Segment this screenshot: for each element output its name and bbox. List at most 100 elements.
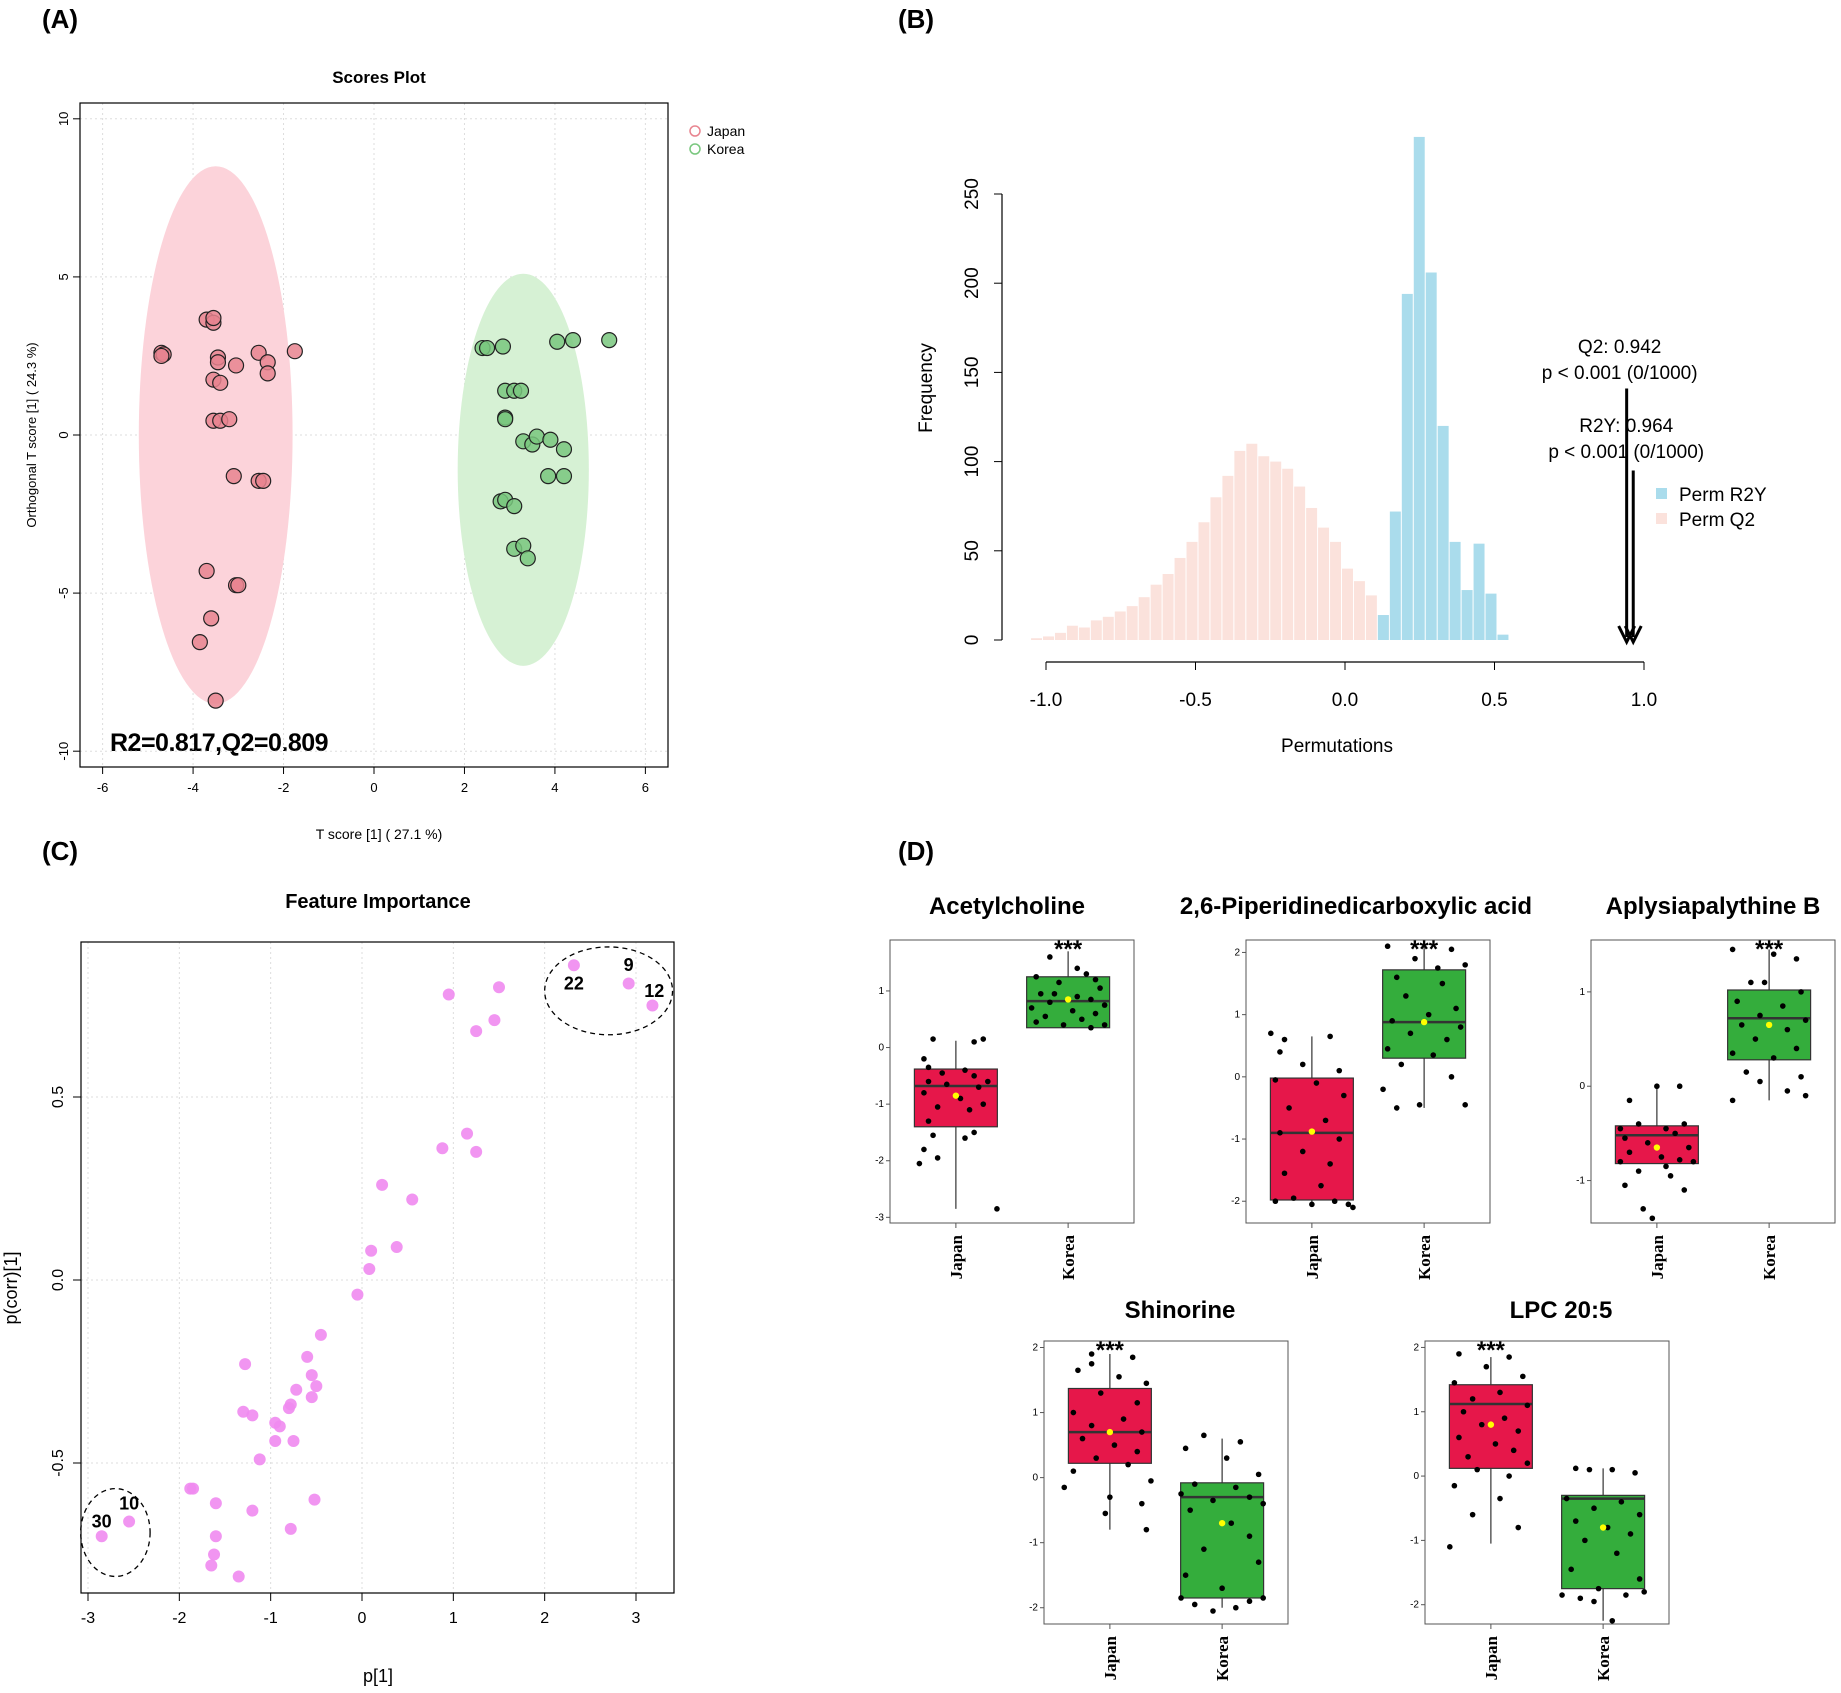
feature-ytick-label: -0.5 xyxy=(50,1449,67,1477)
boxplot-ytick-label: 1 xyxy=(878,986,884,997)
boxplot-category-label: Japan xyxy=(947,1234,966,1279)
feature-point xyxy=(290,1383,303,1396)
boxplot-point-japan xyxy=(1299,1148,1306,1155)
scores-ytick-label: -10 xyxy=(56,742,71,761)
scores-ytick-label: -5 xyxy=(56,587,71,599)
boxplot-title: Acetylcholine xyxy=(929,893,1085,920)
boxplot-point-japan xyxy=(985,1078,991,1085)
boxplot-point-japan xyxy=(1460,1408,1467,1415)
boxplot-point-korea xyxy=(1448,1074,1455,1080)
boxplot-point-japan xyxy=(1088,1422,1095,1429)
feature-point xyxy=(232,1570,245,1583)
boxplot-point-korea xyxy=(1729,946,1736,953)
boxplot-point-korea xyxy=(1246,1598,1253,1605)
histogram-bar-perm-q2 xyxy=(1174,557,1186,640)
boxplot-ytick-label: 1 xyxy=(1032,1408,1038,1419)
boxplot-point-japan xyxy=(1120,1416,1127,1422)
boxplot-point-korea xyxy=(1389,1018,1395,1024)
boxplot-ytick-label: -2 xyxy=(1410,1600,1419,1611)
boxplot-point-japan xyxy=(1469,1511,1476,1518)
boxplot-category-label: Japan xyxy=(1648,1234,1667,1279)
boxplot-category-label: Korea xyxy=(1594,1636,1613,1682)
confidence-ellipse-korea xyxy=(457,273,589,666)
boxplot-point-japan xyxy=(1686,1144,1692,1151)
boxplot-point-korea xyxy=(1028,1005,1035,1011)
boxplot-point-japan xyxy=(1654,1083,1660,1090)
boxplot-point-korea xyxy=(1802,1092,1809,1099)
feature-ylabel: p(corr)[1] xyxy=(1,1251,21,1324)
boxplot-ytick-label: 2 xyxy=(1032,1343,1038,1354)
boxplot-point-japan xyxy=(1520,1373,1526,1380)
boxplot-point-korea xyxy=(1559,1592,1565,1598)
score-point-japan xyxy=(209,354,227,371)
perm-annotation-title: R2Y: 0.964 xyxy=(1579,416,1673,437)
feature-point xyxy=(239,1358,252,1371)
feature-point xyxy=(622,977,635,990)
boxplot-point-japan xyxy=(1474,1466,1480,1473)
boxplot-point-japan xyxy=(1318,1182,1324,1189)
panel-label-a: (A) xyxy=(42,4,78,34)
boxplot-point-korea xyxy=(1069,1007,1076,1014)
score-point-korea xyxy=(519,550,536,567)
perm-annotation-pvalue: p < 0.001 (0/1000) xyxy=(1548,442,1704,463)
feature-xtick-label: -2 xyxy=(172,1610,186,1627)
feature-point-label: 30 xyxy=(92,1512,112,1532)
boxplot-point-japan xyxy=(1644,1140,1651,1146)
boxplot-point-japan xyxy=(1277,1049,1283,1055)
boxplot-point-japan xyxy=(925,1118,932,1124)
score-point-japan xyxy=(255,472,272,489)
boxplot-point-japan xyxy=(1690,1158,1697,1165)
boxplot-category-label: Korea xyxy=(1059,1235,1078,1281)
boxplot-point-korea xyxy=(1572,1465,1579,1472)
boxplot-point-korea xyxy=(1260,1500,1266,1507)
panel-label-b: (B) xyxy=(898,4,934,34)
boxplot-point-japan xyxy=(930,1132,936,1139)
score-point-korea xyxy=(555,468,573,485)
histogram-bar-perm-r2y xyxy=(1449,541,1461,640)
boxplot-point-japan xyxy=(1524,1402,1531,1409)
boxplot-point-korea xyxy=(1187,1507,1193,1513)
boxplot-point-korea xyxy=(1201,1432,1207,1439)
boxplot-point-japan xyxy=(925,1064,932,1071)
boxplot-point-korea xyxy=(1780,1003,1786,1009)
boxplot-category-label: Korea xyxy=(1415,1235,1434,1281)
boxplot-ytick-label: 2 xyxy=(1234,947,1240,958)
boxplot-point-japan xyxy=(1309,1201,1315,1208)
score-point-japan xyxy=(207,692,224,709)
boxplot-point-japan xyxy=(1626,1149,1633,1156)
boxplot-point-japan xyxy=(1483,1363,1490,1370)
boxplot-point-korea xyxy=(1384,943,1391,950)
perm-annotation-title: Q2: 0.942 xyxy=(1578,337,1661,358)
boxplot-point-korea xyxy=(1260,1595,1266,1601)
score-point-japan xyxy=(259,365,276,382)
boxplot-ytick-label: 1 xyxy=(1579,987,1585,998)
boxplot-point-korea xyxy=(1439,980,1446,987)
histogram-bar-perm-r2y xyxy=(1389,511,1401,640)
boxplot-point-japan xyxy=(1447,1544,1453,1550)
boxplot-point-korea xyxy=(1636,1511,1643,1518)
boxplot-point-korea xyxy=(1246,1494,1253,1500)
boxplot-point-korea xyxy=(1563,1495,1570,1502)
boxplot-point-japan xyxy=(1501,1415,1508,1421)
boxplot-point-korea xyxy=(1770,951,1777,957)
boxplot-point-korea xyxy=(1223,1455,1230,1461)
boxplot-point-japan xyxy=(1070,1468,1077,1474)
score-point-japan xyxy=(191,634,208,651)
histogram-bar-perm-q2 xyxy=(1198,522,1210,640)
boxplot-point-japan xyxy=(1672,1130,1678,1137)
feature-point-label: 22 xyxy=(564,974,584,994)
boxplot-point-korea xyxy=(1802,1017,1809,1023)
boxplot-mean-japan xyxy=(1653,1144,1661,1151)
boxplot-point-korea xyxy=(1784,1026,1791,1033)
boxplot-point-japan xyxy=(1676,1083,1683,1090)
boxplot-point-japan xyxy=(1139,1429,1145,1435)
boxplot-point-korea xyxy=(1237,1439,1244,1445)
boxplot-ytick-label: -1 xyxy=(875,1099,884,1110)
boxplot-point-japan xyxy=(1268,1030,1274,1037)
boxplot-point-japan xyxy=(971,1073,977,1079)
feature-point-label: 12 xyxy=(644,981,664,1001)
feature-xtick-label: -3 xyxy=(81,1610,95,1627)
boxplot-point-korea xyxy=(1201,1546,1207,1552)
boxplot-point-korea xyxy=(1623,1592,1629,1598)
boxplot-point-korea xyxy=(1051,990,1058,997)
